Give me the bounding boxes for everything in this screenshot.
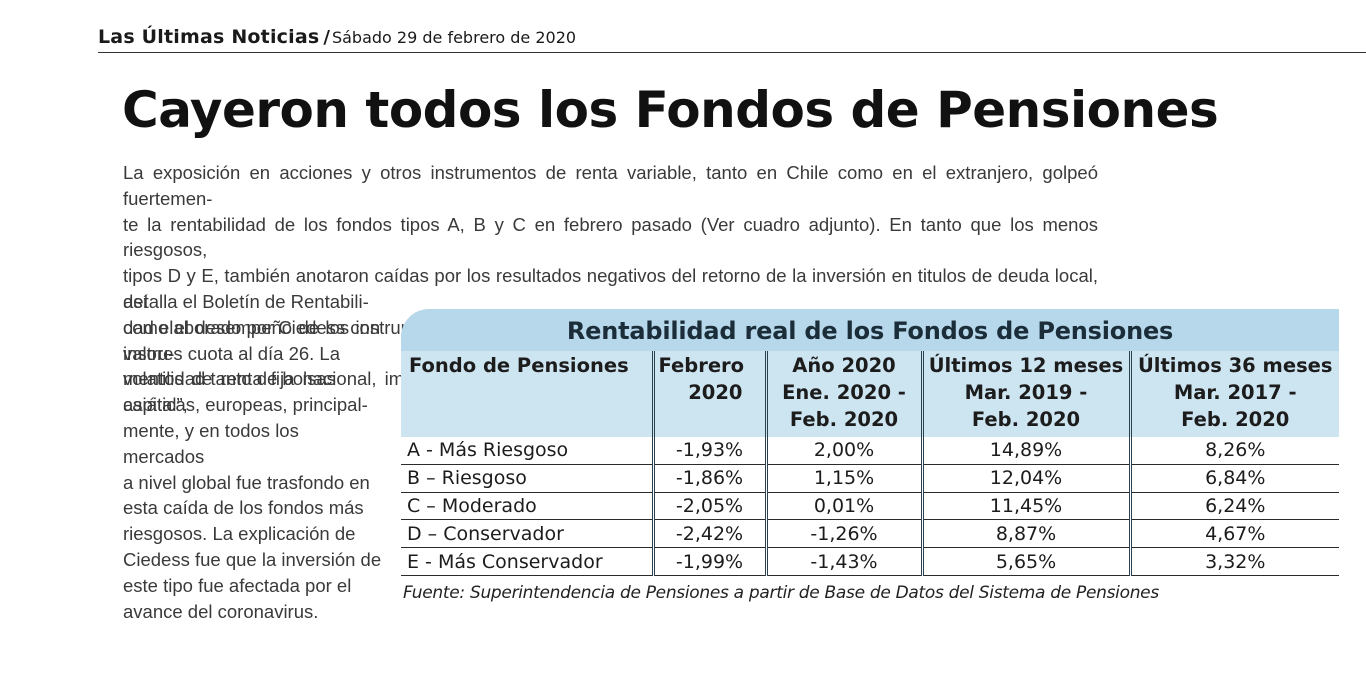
ytd-return: -1,43% bbox=[766, 547, 924, 576]
table-source-note: Fuente: Superintendencia de Pensiones a … bbox=[403, 583, 1159, 603]
header-fund: Fondo de Pensiones bbox=[401, 351, 655, 437]
36m-return: 3,32% bbox=[1130, 547, 1339, 576]
masthead: Las Últimas Noticias / Sábado 29 de febrer… bbox=[98, 26, 1366, 53]
table-row: C – Moderado -2,05% 0,01% 11,45% 6,24% bbox=[401, 492, 1339, 521]
fund-name: D – Conservador bbox=[401, 519, 655, 549]
ytd-return: -1,26% bbox=[766, 519, 924, 549]
fund-name: E - Más Conservador bbox=[401, 547, 655, 576]
article-body-column: detalla el Boletín de Rentabili- dad ela… bbox=[123, 291, 382, 622]
36m-return: 4,67% bbox=[1130, 519, 1339, 549]
ytd-return: 1,15% bbox=[766, 464, 924, 493]
feb-return: -1,99% bbox=[653, 547, 768, 576]
table-row: D – Conservador -2,42% -1,26% 8,87% 4,67… bbox=[401, 519, 1339, 549]
12m-return: 14,89% bbox=[922, 437, 1132, 465]
table-row: B – Riesgoso -1,86% 1,15% 12,04% 6,84% bbox=[401, 464, 1339, 493]
12m-return: 5,65% bbox=[922, 547, 1132, 576]
36m-return: 6,24% bbox=[1130, 492, 1339, 521]
feb-return: -1,86% bbox=[653, 464, 768, 493]
publication-name: Las Últimas Noticias bbox=[98, 26, 320, 48]
fund-name: C – Moderado bbox=[401, 492, 655, 521]
12m-return: 12,04% bbox=[922, 464, 1132, 493]
header-february: Febrero 2020 bbox=[653, 351, 768, 437]
publication-date: Sábado 29 de febrero de 2020 bbox=[331, 28, 577, 47]
ytd-return: 2,00% bbox=[766, 437, 924, 465]
table-title: Rentabilidad real de los Fondos de Pensi… bbox=[401, 309, 1339, 351]
feb-return: -1,93% bbox=[653, 437, 768, 465]
headline: Cayeron todos los Fondos de Pensiones bbox=[122, 81, 1219, 139]
36m-return: 8,26% bbox=[1130, 437, 1339, 465]
returns-table-box: Rentabilidad real de los Fondos de Pensi… bbox=[401, 309, 1339, 576]
12m-return: 11,45% bbox=[922, 492, 1132, 521]
table-header-row: Fondo de Pensiones Febrero 2020 Año 2020… bbox=[401, 351, 1339, 437]
36m-return: 6,84% bbox=[1130, 464, 1339, 493]
header-year-2020: Año 2020 Ene. 2020 - Feb. 2020 bbox=[766, 351, 924, 437]
table-row: A - Más Riesgoso -1,93% 2,00% 14,89% 8,2… bbox=[401, 437, 1339, 465]
header-last-12-months: Últimos 12 meses Mar. 2019 - Feb. 2020 bbox=[922, 351, 1132, 437]
fund-name: A - Más Riesgoso bbox=[401, 437, 655, 465]
12m-return: 8,87% bbox=[922, 519, 1132, 549]
table-row: E - Más Conservador -1,99% -1,43% 5,65% … bbox=[401, 547, 1339, 576]
masthead-separator: / bbox=[323, 27, 330, 48]
feb-return: -2,42% bbox=[653, 519, 768, 549]
ytd-return: 0,01% bbox=[766, 492, 924, 521]
returns-table: Fondo de Pensiones Febrero 2020 Año 2020… bbox=[401, 351, 1339, 576]
header-last-36-months: Últimos 36 meses Mar. 2017 - Feb. 2020 bbox=[1130, 351, 1339, 437]
feb-return: -2,05% bbox=[653, 492, 768, 521]
fund-name: B – Riesgoso bbox=[401, 464, 655, 493]
